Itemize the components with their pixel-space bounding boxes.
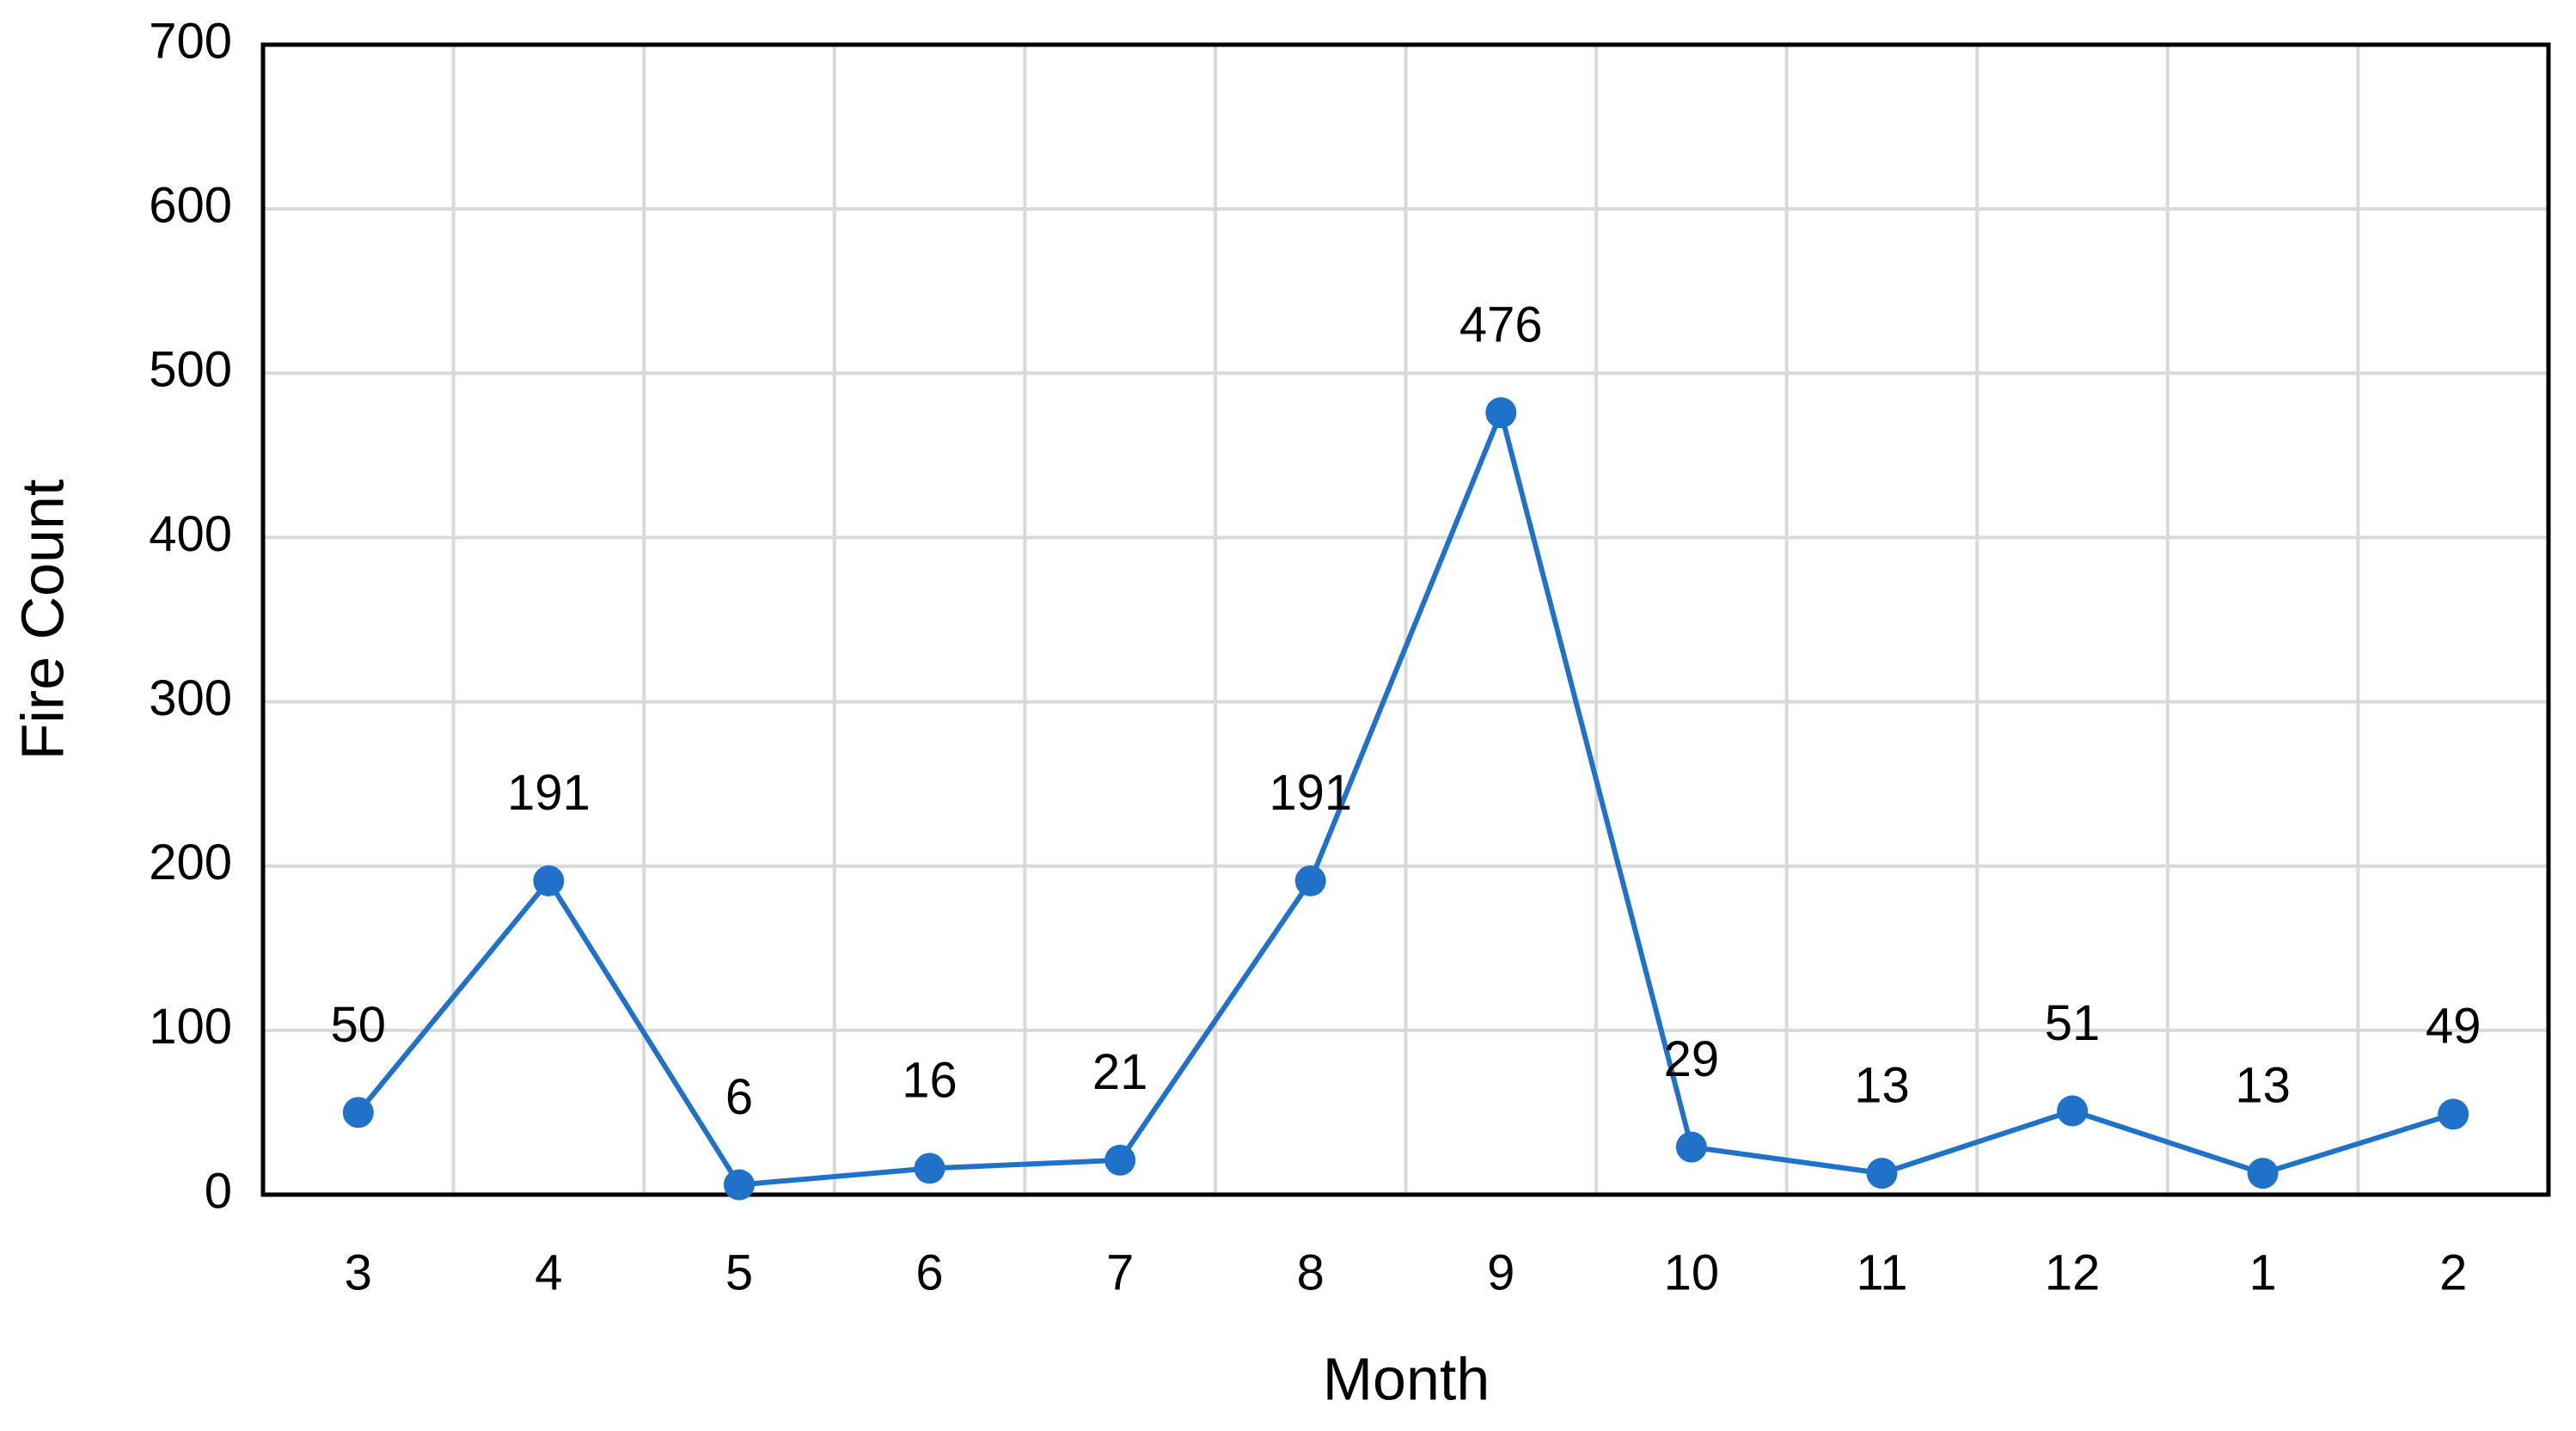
y-tick-label: 0 bbox=[205, 1163, 232, 1219]
y-tick-label: 600 bbox=[149, 177, 232, 233]
data-point bbox=[1675, 1131, 1707, 1163]
x-tick-label: 1 bbox=[2249, 1244, 2276, 1300]
x-tick-label: 12 bbox=[2045, 1244, 2101, 1300]
data-point bbox=[1294, 865, 1326, 896]
y-axis-title: Fire Count bbox=[9, 480, 76, 761]
data-point bbox=[342, 1097, 374, 1128]
x-tick-label: 10 bbox=[1664, 1244, 1720, 1300]
x-tick-label: 11 bbox=[1856, 1244, 1907, 1300]
data-label: 191 bbox=[1269, 765, 1352, 821]
series-line bbox=[356, 404, 2455, 1188]
x-tick-label: 8 bbox=[1297, 1244, 1325, 1300]
plot-frame bbox=[260, 42, 2551, 1197]
data-point bbox=[2438, 1098, 2469, 1130]
data-label: 49 bbox=[2426, 999, 2481, 1055]
data-label: 16 bbox=[902, 1053, 958, 1109]
data-label: 50 bbox=[331, 997, 387, 1053]
data-point bbox=[914, 1153, 945, 1184]
y-tick-label: 100 bbox=[149, 999, 232, 1055]
x-tick-label: 7 bbox=[1106, 1244, 1134, 1300]
data-point bbox=[1485, 397, 1517, 429]
y-tick-label: 200 bbox=[149, 835, 232, 890]
data-label: 476 bbox=[1459, 297, 1543, 352]
data-point bbox=[1866, 1158, 1898, 1189]
data-label: 13 bbox=[1854, 1057, 1910, 1113]
x-tick-label: 9 bbox=[1487, 1244, 1514, 1300]
data-label: 29 bbox=[1664, 1031, 1720, 1087]
x-tick-label: 5 bbox=[725, 1244, 753, 1300]
data-label: 21 bbox=[1092, 1044, 1148, 1100]
data-point bbox=[723, 1169, 755, 1201]
x-tick-label: 6 bbox=[915, 1244, 943, 1300]
data-label: 13 bbox=[2235, 1057, 2291, 1113]
x-tick-label: 2 bbox=[2439, 1244, 2467, 1300]
data-label: 191 bbox=[507, 765, 590, 821]
x-tick-label: 3 bbox=[345, 1244, 372, 1300]
data-point bbox=[2247, 1158, 2279, 1189]
x-axis-title: Month bbox=[1323, 1345, 1490, 1412]
data-label: 51 bbox=[2045, 995, 2101, 1051]
data-label: 6 bbox=[725, 1069, 753, 1125]
y-tick-label: 500 bbox=[149, 342, 232, 398]
x-tick-label: 4 bbox=[535, 1244, 562, 1300]
y-tick-label: 300 bbox=[149, 670, 232, 726]
data-point bbox=[533, 865, 565, 896]
y-tick-label: 400 bbox=[149, 506, 232, 562]
y-tick-label: 700 bbox=[149, 13, 232, 69]
data-point bbox=[1104, 1144, 1136, 1176]
data-point bbox=[2057, 1095, 2089, 1127]
